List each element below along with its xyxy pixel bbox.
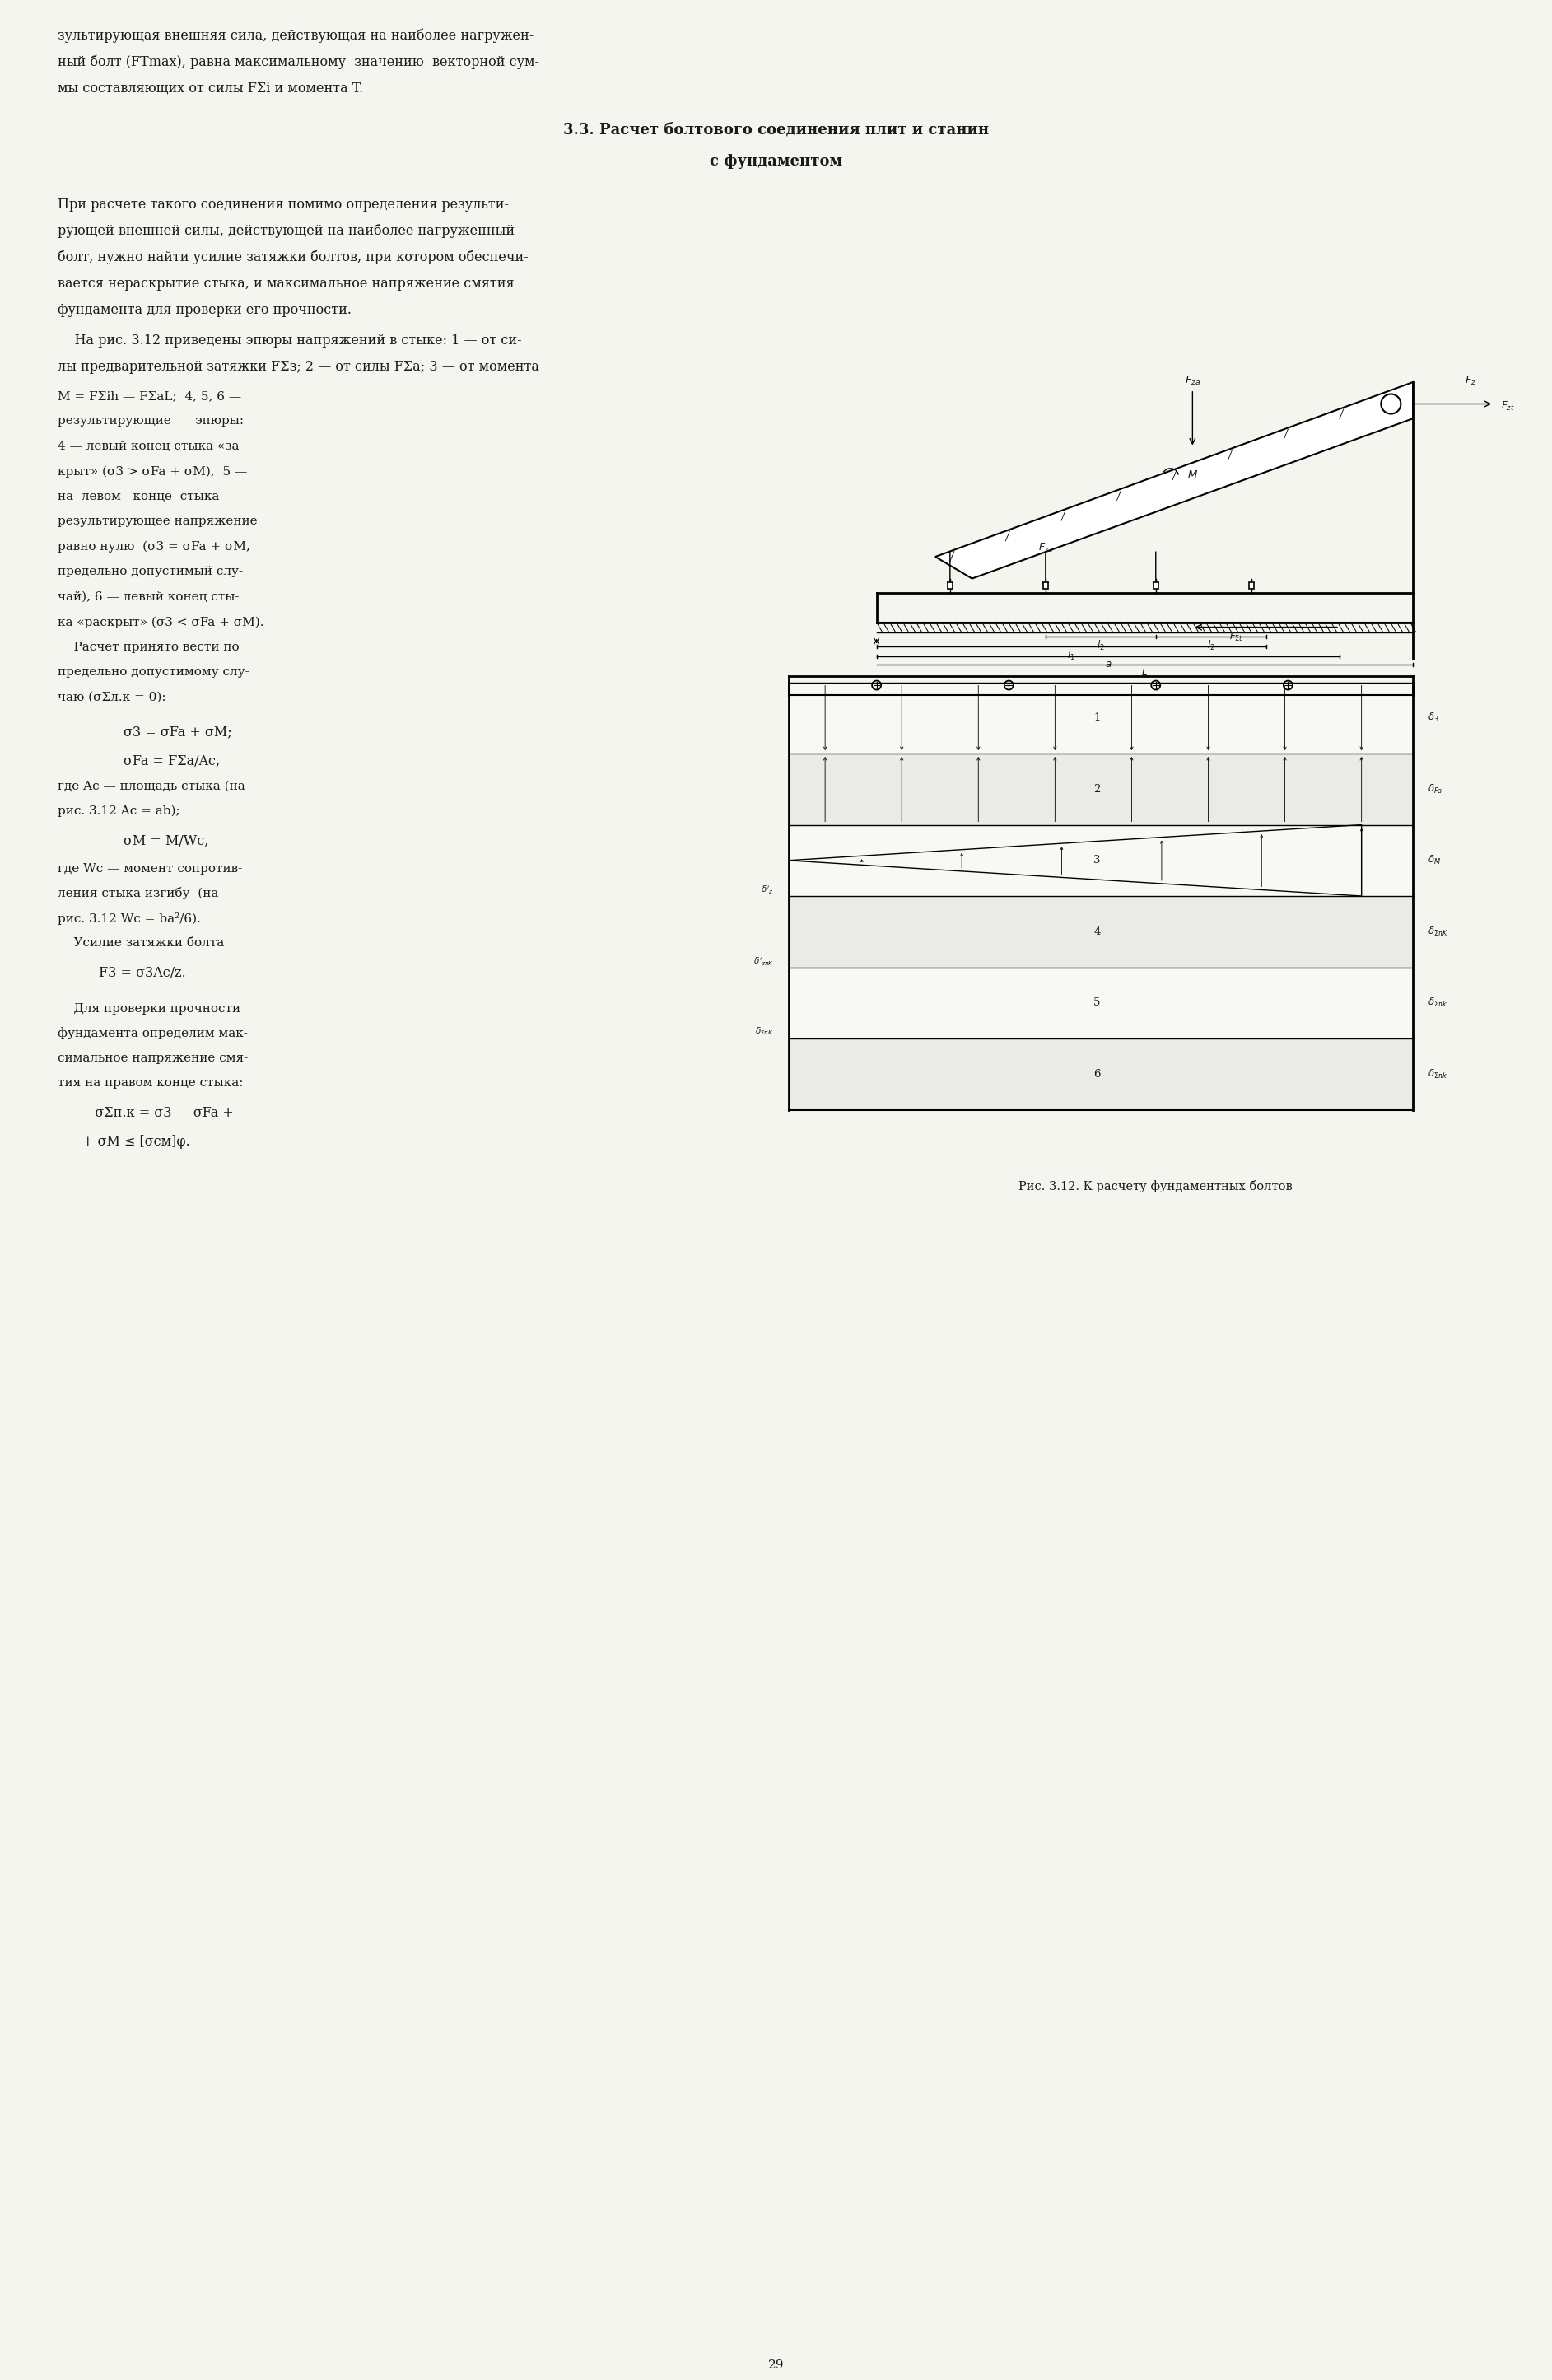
Text: рис. 3.12 Wc = ba²/6).: рис. 3.12 Wc = ba²/6).	[57, 912, 200, 923]
Text: рующей внешней силы, действующей на наиболее нагруженный: рующей внешней силы, действующей на наиб…	[57, 224, 515, 238]
Text: σFa = FΣa/Ac,: σFa = FΣa/Ac,	[124, 754, 220, 769]
Text: F3 = σ3Ac/z.: F3 = σ3Ac/z.	[99, 966, 186, 981]
Text: $F_{za}$: $F_{za}$	[1184, 374, 1201, 388]
Text: $M$: $M$	[1187, 469, 1198, 481]
Text: мы составляющих от силы FΣi и момента T.: мы составляющих от силы FΣi и момента T.	[57, 81, 363, 95]
Text: 3.3. Расчет болтового соединения плит и станин: 3.3. Расчет болтового соединения плит и …	[563, 124, 989, 138]
Text: На рис. 3.12 приведены эпюры напряжений в стыке: 1 — от си-: На рис. 3.12 приведены эпюры напряжений …	[57, 333, 521, 347]
Text: фундамента для проверки его прочности.: фундамента для проверки его прочности.	[57, 302, 352, 317]
Bar	[1153, 583, 1158, 588]
Text: болт, нужно найти усилие затяжки болтов, при котором обеспечи-: болт, нужно найти усилие затяжки болтов,…	[57, 250, 528, 264]
Text: При расчете такого соединения помимо определения результи-: При расчете такого соединения помимо опр…	[57, 198, 509, 212]
Text: $L$: $L$	[1142, 666, 1148, 678]
Text: 3: 3	[1094, 854, 1100, 866]
Text: где Wc — момент сопротив-: где Wc — момент сопротив-	[57, 862, 242, 873]
Bar	[788, 683, 1412, 754]
Text: ка «раскрыт» (σ3 < σFa + σM).: ка «раскрыт» (σ3 < σFa + σM).	[57, 616, 264, 628]
Text: σ3 = σFa + σM;: σ3 = σFa + σM;	[124, 726, 231, 740]
Text: результирующие      эпюры:: результирующие эпюры:	[57, 416, 244, 426]
Text: M = FΣih — FΣaL;  4, 5, 6 —: M = FΣih — FΣaL; 4, 5, 6 —	[57, 390, 242, 402]
Text: зультирующая внешняя сила, действующая на наиболее нагружен-: зультирующая внешняя сила, действующая н…	[57, 29, 534, 43]
Text: предельно допустимый слу-: предельно допустимый слу-	[57, 566, 244, 578]
Text: $\delta_{\Sigma\pi K}$: $\delta_{\Sigma\pi K}$	[1428, 926, 1448, 938]
Text: 6: 6	[1094, 1069, 1100, 1081]
Text: $\delta_{\Sigma\pi K}$: $\delta_{\Sigma\pi K}$	[756, 1026, 773, 1038]
Text: $\delta_{\Sigma\pi k}$: $\delta_{\Sigma\pi k}$	[1428, 1069, 1448, 1081]
Bar	[1249, 583, 1254, 588]
Text: 5: 5	[1094, 997, 1100, 1009]
Text: $l_2$: $l_2$	[1207, 638, 1215, 652]
Text: $\delta'_{z\pi K}$: $\delta'_{z\pi K}$	[753, 954, 773, 966]
Text: 4: 4	[1094, 926, 1100, 938]
Text: σΣп.к = σ3 — σFa +: σΣп.к = σ3 — σFa +	[82, 1107, 234, 1119]
Text: лы предварительной затяжки FΣз; 2 — от силы FΣa; 3 — от момента: лы предварительной затяжки FΣз; 2 — от с…	[57, 359, 539, 374]
Bar	[788, 754, 1412, 826]
Text: $\delta_{\Sigma\pi k}$: $\delta_{\Sigma\pi k}$	[1428, 997, 1448, 1009]
Text: 1: 1	[1094, 712, 1100, 724]
Text: $\delta_M$: $\delta_M$	[1428, 854, 1440, 866]
Text: с фундаментом: с фундаментом	[709, 155, 843, 169]
Text: предельно допустимому слу-: предельно допустимому слу-	[57, 666, 250, 678]
Text: σM = M/Wc,: σM = M/Wc,	[124, 833, 208, 847]
Text: ления стыка изгибу  (на: ления стыка изгибу (на	[57, 888, 219, 900]
Text: $\delta'_{z}$: $\delta'_{z}$	[760, 885, 773, 895]
Text: крыт» (σ3 > σFa + σM),  5 —: крыт» (σ3 > σFa + σM), 5 —	[57, 466, 247, 478]
Bar	[948, 583, 953, 588]
Bar	[788, 1038, 1412, 1109]
Bar	[788, 966, 1412, 1038]
Text: $a$: $a$	[1105, 659, 1111, 669]
Text: Рис. 3.12. К расчету фундаментных болтов: Рис. 3.12. К расчету фундаментных болтов	[1018, 1180, 1293, 1192]
Polygon shape	[936, 383, 1412, 578]
Text: $F_{\Sigma t}$: $F_{\Sigma t}$	[1229, 631, 1243, 643]
Text: фундамента определим мак-: фундамента определим мак-	[57, 1028, 248, 1040]
Text: симальное напряжение смя-: симальное напряжение смя-	[57, 1052, 248, 1064]
Text: $l_2$: $l_2$	[1097, 638, 1105, 652]
Text: вается нераскрытие стыка, и максимальное напряжение смятия: вается нераскрытие стыка, и максимальное…	[57, 276, 514, 290]
Text: $\delta_3$: $\delta_3$	[1428, 712, 1439, 724]
Text: $l_1$: $l_1$	[1068, 650, 1076, 662]
Text: на  левом   конце  стыка: на левом конце стыка	[57, 490, 219, 502]
Text: $F_{zt}$: $F_{zt}$	[1501, 400, 1515, 412]
Text: + σM ≤ [σсм]φ.: + σM ≤ [σсм]φ.	[82, 1135, 189, 1150]
Text: $\delta_{Fa}$: $\delta_{Fa}$	[1428, 783, 1443, 795]
Text: ный болт (FTmax), равна максимальному  значению  векторной сум-: ный болт (FTmax), равна максимальному зн…	[57, 55, 539, 69]
Text: чай), 6 — левый конец сты-: чай), 6 — левый конец сты-	[57, 590, 239, 602]
Text: Усилие затяжки болта: Усилие затяжки болта	[57, 938, 223, 947]
Text: Для проверки прочности: Для проверки прочности	[57, 1002, 241, 1014]
Text: 4 — левый конец стыка «за-: 4 — левый конец стыка «за-	[57, 440, 244, 452]
Text: где Ac — площадь стыка (на: где Ac — площадь стыка (на	[57, 781, 245, 793]
Bar	[788, 895, 1412, 966]
Text: чаю (σΣл.к = 0):: чаю (σΣл.к = 0):	[57, 693, 166, 704]
Text: результирующее напряжение: результирующее напряжение	[57, 516, 258, 528]
Text: Расчет принято вести по: Расчет принято вести по	[57, 643, 239, 652]
Text: рис. 3.12 Ac = ab);: рис. 3.12 Ac = ab);	[57, 804, 180, 816]
Text: 29: 29	[768, 2359, 784, 2370]
Text: 2: 2	[1094, 783, 1100, 795]
Bar	[788, 826, 1412, 895]
Bar	[1043, 583, 1048, 588]
Text: тия на правом конце стыка:: тия на правом конце стыка:	[57, 1076, 244, 1088]
Text: равно нулю  (σ3 = σFa + σM,: равно нулю (σ3 = σFa + σM,	[57, 540, 250, 552]
Text: $F_z$: $F_z$	[1465, 374, 1476, 388]
Text: $F_{za}$: $F_{za}$	[1038, 543, 1054, 555]
